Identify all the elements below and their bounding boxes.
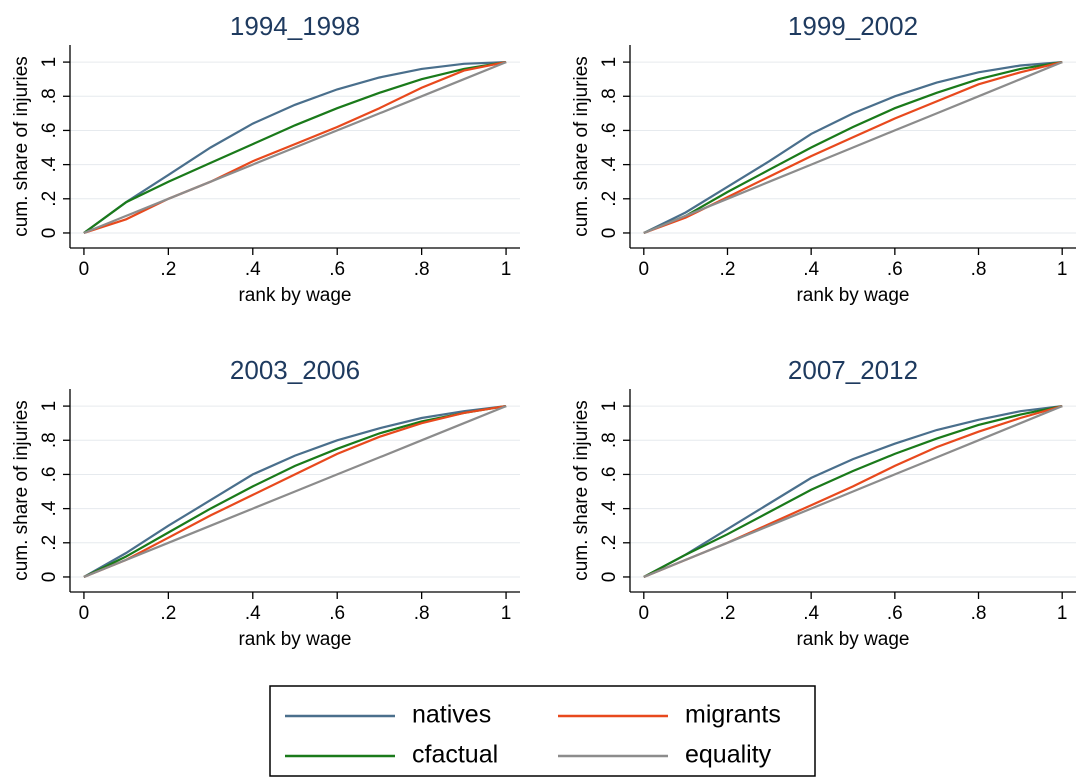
series-line [83,61,507,235]
y-tick-label: .4 [39,500,60,516]
y-tick-label: .8 [599,432,620,448]
y-axis-label: cum. share of injuries [11,400,32,581]
x-tick-label: .4 [803,259,819,280]
y-tick-label: .4 [599,500,620,516]
x-tick-label: 0 [639,603,650,624]
x-tick-label: .8 [414,259,430,280]
x-tick-label: 1 [501,603,512,624]
series-line [83,405,507,578]
series-line [83,405,507,579]
x-axis-label: rank by wage [238,285,351,306]
y-tick-label: .6 [39,123,60,139]
series-line [643,61,1063,235]
y-tick-label: 0 [39,228,60,239]
x-tick-label: .4 [245,259,261,280]
x-tick-label: .2 [720,259,736,280]
legend-label: equality [685,741,772,769]
y-tick-label: .6 [599,467,620,483]
y-axis-label: cum. share of injuries [571,400,592,581]
x-tick-label: .6 [329,259,345,280]
series-line [643,405,1063,578]
x-tick-label: 1 [1057,259,1068,280]
legend-label: migrants [685,701,781,729]
legend-label: cfactual [412,741,498,769]
y-tick-label: .2 [39,191,60,207]
y-axis-label: cum. share of injuries [571,56,592,237]
series-line [643,61,1063,234]
y-tick-label: 1 [599,401,620,412]
legend-box [269,685,816,777]
x-tick-label: .4 [803,603,819,624]
x-tick-label: 0 [79,259,90,280]
chart-title: 1994_1998 [230,11,360,41]
y-tick-label: 1 [599,57,620,68]
x-tick-label: .2 [720,603,736,624]
x-tick-label: .4 [245,603,261,624]
x-tick-label: .2 [160,603,176,624]
y-tick-label: .4 [599,156,620,172]
series-line [643,405,1063,579]
x-tick-label: .6 [887,603,903,624]
x-tick-label: .8 [971,603,987,624]
y-tick-label: .2 [599,535,620,551]
x-axis-label: rank by wage [796,285,909,306]
y-tick-label: .6 [39,467,60,483]
x-tick-label: 1 [501,259,512,280]
y-tick-label: 1 [39,57,60,68]
y-tick-label: .2 [599,191,620,207]
series-line [83,61,507,234]
legend-label: natives [412,701,491,729]
series-line [643,61,1063,235]
y-tick-label: 0 [599,572,620,583]
y-tick-label: 0 [599,228,620,239]
y-tick-label: .8 [39,88,60,104]
y-tick-label: 0 [39,572,60,583]
chart-title: 1999_2002 [788,11,918,41]
x-axis-label: rank by wage [796,629,909,650]
y-tick-label: 1 [39,401,60,412]
x-tick-label: .2 [160,259,176,280]
series-line [83,61,507,234]
x-tick-label: .8 [971,259,987,280]
x-tick-label: 0 [79,603,90,624]
y-tick-label: .4 [39,156,60,172]
chart-title: 2007_2012 [788,355,918,385]
x-tick-label: 0 [639,259,650,280]
series-line [83,405,507,578]
x-axis-label: rank by wage [238,629,351,650]
series-line [83,405,507,579]
y-tick-label: .2 [39,535,60,551]
x-tick-label: 1 [1057,603,1068,624]
chart-title: 2003_2006 [230,355,360,385]
y-axis-label: cum. share of injuries [11,56,32,237]
y-tick-label: .6 [599,123,620,139]
y-tick-label: .8 [599,88,620,104]
x-tick-label: .6 [329,603,345,624]
series-line [643,405,1063,578]
x-tick-label: .8 [414,603,430,624]
y-tick-label: .8 [39,432,60,448]
x-tick-label: .6 [887,259,903,280]
